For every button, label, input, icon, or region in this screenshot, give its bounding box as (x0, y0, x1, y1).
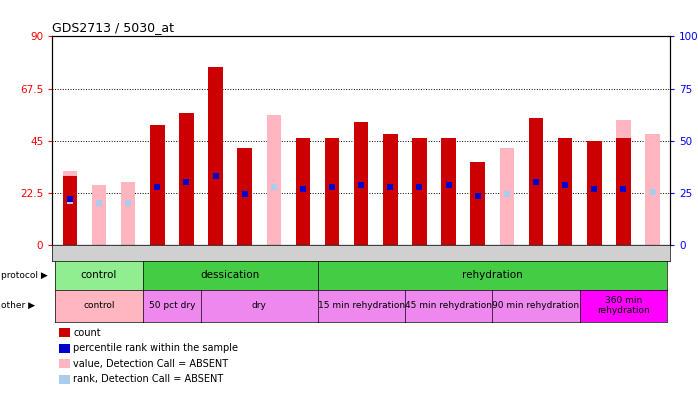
Text: protocol ▶: protocol ▶ (1, 271, 47, 280)
Text: rank, Detection Call = ABSENT: rank, Detection Call = ABSENT (73, 374, 223, 384)
Bar (296, 139, 310, 245)
Bar (325, 139, 339, 245)
Bar (354, 122, 369, 245)
Bar (616, 139, 631, 245)
Bar (208, 66, 223, 245)
Text: 15 min rehydration: 15 min rehydration (318, 301, 405, 310)
Bar (500, 148, 514, 245)
Bar (91, 185, 106, 245)
Bar (529, 117, 543, 245)
Bar (646, 134, 660, 245)
Bar (63, 175, 77, 245)
Text: count: count (73, 328, 101, 338)
Text: 90 min rehydration: 90 min rehydration (493, 301, 579, 310)
Bar (150, 124, 165, 245)
Text: percentile rank within the sample: percentile rank within the sample (73, 343, 238, 353)
Bar (616, 120, 631, 245)
Bar (121, 182, 135, 245)
Text: 45 min rehydration: 45 min rehydration (405, 301, 492, 310)
Bar (237, 148, 252, 245)
Text: rehydration: rehydration (462, 271, 523, 280)
Text: GDS2713 / 5030_at: GDS2713 / 5030_at (52, 21, 174, 34)
Bar (179, 113, 193, 245)
Bar (470, 162, 485, 245)
Bar (587, 141, 602, 245)
Text: dessication: dessication (200, 271, 260, 280)
Text: dry: dry (252, 301, 267, 310)
Text: control: control (81, 271, 117, 280)
Text: other ▶: other ▶ (1, 301, 35, 310)
Bar (383, 134, 398, 245)
Bar (63, 171, 77, 245)
Bar (267, 115, 281, 245)
Bar (413, 139, 426, 245)
Bar (441, 139, 456, 245)
Bar (558, 139, 572, 245)
Text: 360 min
rehydration: 360 min rehydration (597, 296, 650, 315)
Text: 50 pct dry: 50 pct dry (149, 301, 195, 310)
Text: value, Detection Call = ABSENT: value, Detection Call = ABSENT (73, 359, 228, 369)
Text: control: control (83, 301, 114, 310)
